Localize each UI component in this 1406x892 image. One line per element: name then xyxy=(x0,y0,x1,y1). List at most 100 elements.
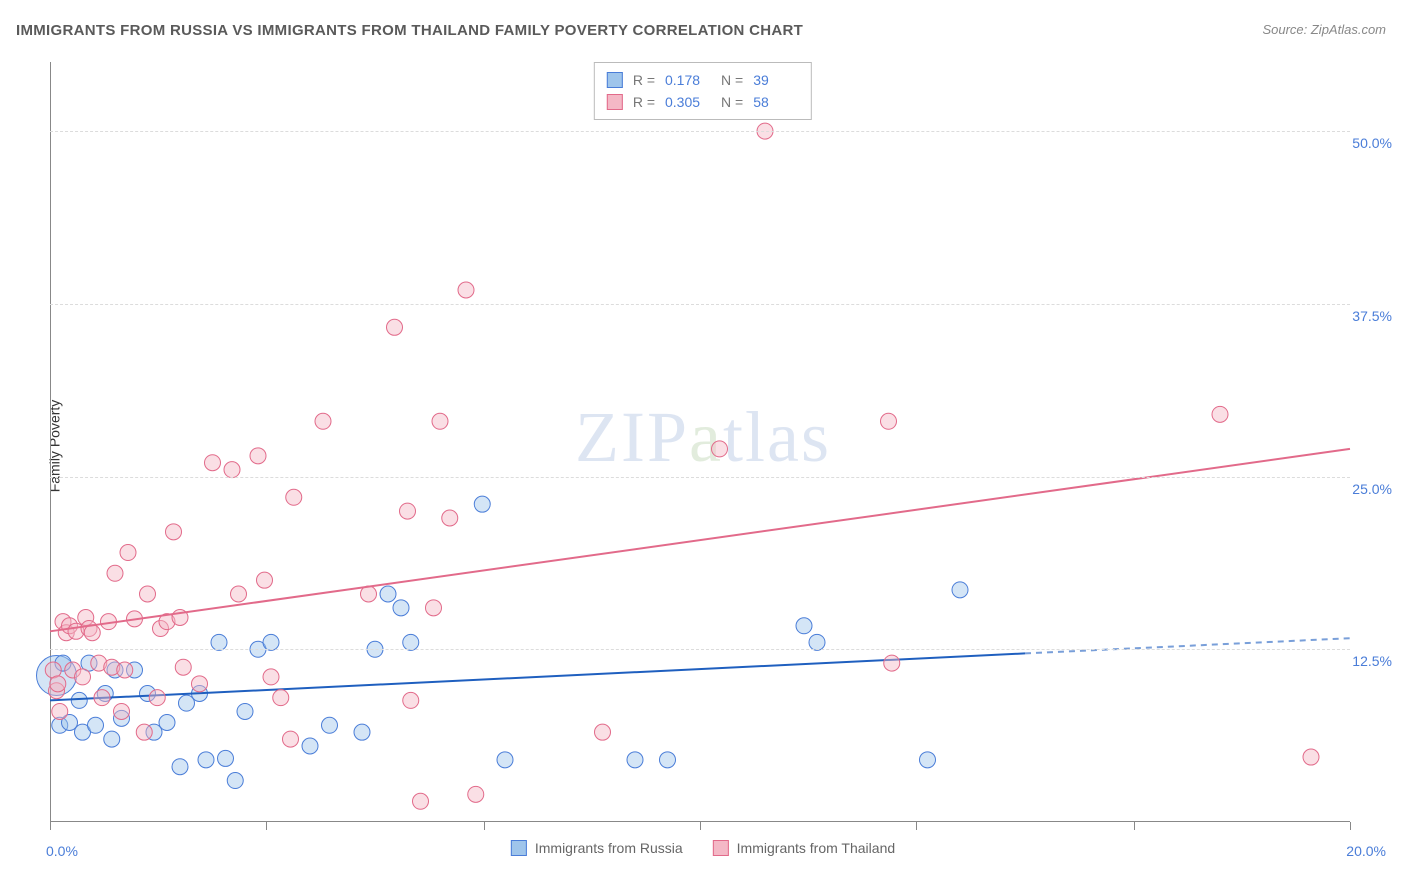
x-tick xyxy=(484,822,485,830)
data-point xyxy=(140,586,156,602)
data-point xyxy=(50,676,66,692)
gridline xyxy=(50,131,1350,132)
trend-line-extension xyxy=(1025,638,1350,653)
data-point xyxy=(283,731,299,747)
data-point xyxy=(114,703,130,719)
data-point xyxy=(166,524,182,540)
legend-label-thailand: Immigrants from Thailand xyxy=(737,840,895,856)
data-point xyxy=(380,586,396,602)
x-tick xyxy=(50,822,51,830)
data-point xyxy=(426,600,442,616)
data-point xyxy=(809,634,825,650)
stats-n-thailand: 58 xyxy=(753,91,799,113)
data-point xyxy=(1303,749,1319,765)
data-point xyxy=(286,489,302,505)
swatch-russia xyxy=(607,72,623,88)
data-point xyxy=(442,510,458,526)
data-point xyxy=(393,600,409,616)
data-point xyxy=(273,690,289,706)
stats-label-n: N = xyxy=(721,91,743,113)
legend-label-russia: Immigrants from Russia xyxy=(535,840,683,856)
data-point xyxy=(403,634,419,650)
gridline xyxy=(50,304,1350,305)
data-point xyxy=(263,669,279,685)
data-point xyxy=(88,717,104,733)
y-tick-label: 50.0% xyxy=(1352,135,1392,151)
data-point xyxy=(136,724,152,740)
data-point xyxy=(159,715,175,731)
legend-item-thailand: Immigrants from Thailand xyxy=(713,840,895,856)
data-point xyxy=(211,634,227,650)
data-point xyxy=(354,724,370,740)
data-point xyxy=(172,759,188,775)
data-point xyxy=(263,634,279,650)
y-tick-label: 37.5% xyxy=(1352,308,1392,324)
data-point xyxy=(474,496,490,512)
data-point xyxy=(712,441,728,457)
data-point xyxy=(796,618,812,634)
data-point xyxy=(884,655,900,671)
stats-row-thailand: R = 0.305 N = 58 xyxy=(607,91,799,113)
data-point xyxy=(71,692,87,708)
data-point xyxy=(881,413,897,429)
data-point xyxy=(315,413,331,429)
data-point xyxy=(387,319,403,335)
data-point xyxy=(660,752,676,768)
data-point xyxy=(198,752,214,768)
gridline xyxy=(50,649,1350,650)
stats-legend: R = 0.178 N = 39 R = 0.305 N = 58 xyxy=(594,62,812,120)
legend-swatch-thailand xyxy=(713,840,729,856)
data-point xyxy=(952,582,968,598)
data-point xyxy=(192,676,208,692)
series-legend: Immigrants from Russia Immigrants from T… xyxy=(511,840,895,856)
stats-label-n: N = xyxy=(721,69,743,91)
y-tick-label: 12.5% xyxy=(1352,653,1392,669)
scatter-svg xyxy=(50,62,1350,822)
x-tick xyxy=(266,822,267,830)
x-tick xyxy=(700,822,701,830)
x-axis-max-label: 20.0% xyxy=(1346,843,1386,859)
data-point xyxy=(205,455,221,471)
data-point xyxy=(322,717,338,733)
stats-r-thailand: 0.305 xyxy=(665,91,711,113)
x-tick xyxy=(1350,822,1351,830)
data-point xyxy=(117,662,133,678)
stats-row-russia: R = 0.178 N = 39 xyxy=(607,69,799,91)
x-tick xyxy=(916,822,917,830)
data-point xyxy=(400,503,416,519)
gridline xyxy=(50,477,1350,478)
swatch-thailand xyxy=(607,94,623,110)
data-point xyxy=(458,282,474,298)
data-point xyxy=(104,731,120,747)
data-point xyxy=(920,752,936,768)
data-point xyxy=(175,659,191,675)
data-point xyxy=(468,786,484,802)
legend-swatch-russia xyxy=(511,840,527,856)
data-point xyxy=(1212,406,1228,422)
x-tick xyxy=(1134,822,1135,830)
correlation-chart: IMMIGRANTS FROM RUSSIA VS IMMIGRANTS FRO… xyxy=(0,0,1406,892)
data-point xyxy=(432,413,448,429)
data-point xyxy=(497,752,513,768)
data-point xyxy=(237,703,253,719)
data-point xyxy=(231,586,247,602)
data-point xyxy=(413,793,429,809)
chart-title: IMMIGRANTS FROM RUSSIA VS IMMIGRANTS FRO… xyxy=(16,22,803,39)
stats-label-r: R = xyxy=(633,91,655,113)
data-point xyxy=(403,692,419,708)
data-point xyxy=(218,750,234,766)
data-point xyxy=(595,724,611,740)
data-point xyxy=(149,690,165,706)
data-point xyxy=(94,690,110,706)
legend-item-russia: Immigrants from Russia xyxy=(511,840,683,856)
data-point xyxy=(52,703,68,719)
data-point xyxy=(107,565,123,581)
y-tick-label: 25.0% xyxy=(1352,481,1392,497)
chart-source: Source: ZipAtlas.com xyxy=(1262,22,1386,37)
stats-n-russia: 39 xyxy=(753,69,799,91)
stats-label-r: R = xyxy=(633,69,655,91)
data-point xyxy=(250,448,266,464)
data-point xyxy=(302,738,318,754)
data-point xyxy=(224,462,240,478)
data-point xyxy=(75,669,91,685)
